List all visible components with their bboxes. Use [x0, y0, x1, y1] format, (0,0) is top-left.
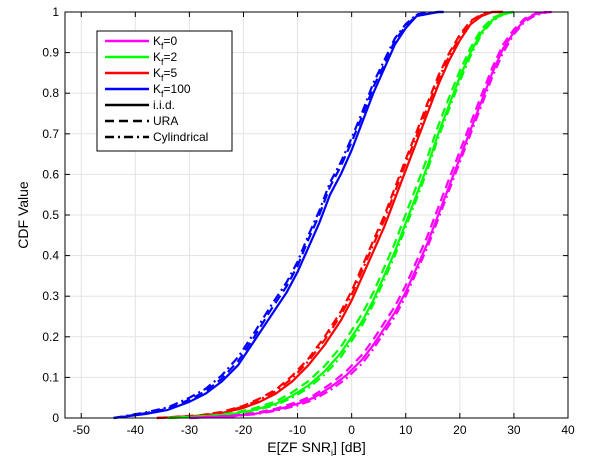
x-tick-label: 10 — [399, 423, 413, 437]
series-line-10 — [189, 10, 547, 420]
x-tick-label: -50 — [73, 423, 91, 437]
legend-label-sub: f — [161, 57, 164, 67]
legend-label: Kf=100 — [153, 82, 191, 99]
series-line-8 — [167, 10, 515, 420]
y-tick-label: 0.6 — [42, 167, 59, 181]
legend-label-main: K — [153, 66, 161, 80]
legend-label-main: K — [153, 50, 161, 64]
legend-label-sub: f — [161, 41, 164, 51]
legend-label-sub: f — [161, 89, 164, 99]
x-tick-label: -40 — [127, 423, 145, 437]
x-axis-label: E[ZF SNRi] [dB] — [267, 439, 365, 458]
legend-label-main: URA — [153, 114, 178, 128]
x-tick-label: 0 — [348, 423, 355, 437]
series-line-3 — [156, 10, 504, 420]
x-tick-label: -20 — [235, 423, 253, 437]
series-line-0 — [113, 10, 444, 420]
series-line-1 — [113, 10, 444, 420]
axis-ticks: -50 -40 -30 -20 -10 0 10 20 30 40 0 0.1 0.2 0.3 0.4 0.5… — [42, 5, 575, 437]
x-tick-label: 40 — [561, 423, 575, 437]
x-tick-label: 30 — [507, 423, 521, 437]
y-tick-label: 0.9 — [42, 46, 59, 60]
legend-label-sub: f — [161, 73, 164, 83]
legend-label: i.i.d. — [153, 98, 175, 112]
x-tick-label: 20 — [453, 423, 467, 437]
legend-label: Cylindrical — [153, 130, 208, 144]
series-line-9 — [189, 10, 547, 420]
series-line-2 — [113, 10, 444, 420]
legend-label: Kf=2 — [153, 50, 178, 67]
y-tick-label: 0.8 — [42, 86, 59, 100]
y-tick-label: 1 — [52, 5, 59, 19]
y-tick-label: 0 — [52, 411, 59, 425]
legend-label-main: K — [153, 82, 161, 96]
y-tick-label: 0.2 — [42, 330, 59, 344]
legend-label-suffix: =0 — [164, 34, 178, 48]
legend-label: Kf=0 — [153, 34, 178, 51]
y-tick-label: 0.1 — [42, 370, 59, 384]
series-line-7 — [167, 10, 515, 420]
y-tick-label: 0.5 — [42, 208, 59, 222]
legend-label-main: K — [153, 34, 161, 48]
legend-box — [96, 30, 233, 152]
legend-label-suffix: =100 — [164, 82, 191, 96]
y-tick-label: 0.4 — [42, 249, 59, 263]
y-tick-label: 0.7 — [42, 127, 59, 141]
series-line-5 — [156, 10, 504, 420]
y-tick-label: 0.3 — [42, 289, 59, 303]
legend-label-suffix: =5 — [164, 66, 178, 80]
legend-label-main: i.i.d. — [153, 98, 175, 112]
legend-label-main: Cylindrical — [153, 130, 208, 144]
legend-label-suffix: =2 — [164, 50, 178, 64]
series-lines — [113, 10, 552, 420]
y-axis-label: CDF Value — [15, 181, 31, 249]
series-line-4 — [156, 10, 504, 420]
series-line-11 — [189, 10, 552, 420]
legend-label: URA — [153, 114, 178, 128]
legend-label: Kf=5 — [153, 66, 178, 83]
x-tick-label: -30 — [181, 423, 199, 437]
x-tick-label: -10 — [289, 423, 307, 437]
